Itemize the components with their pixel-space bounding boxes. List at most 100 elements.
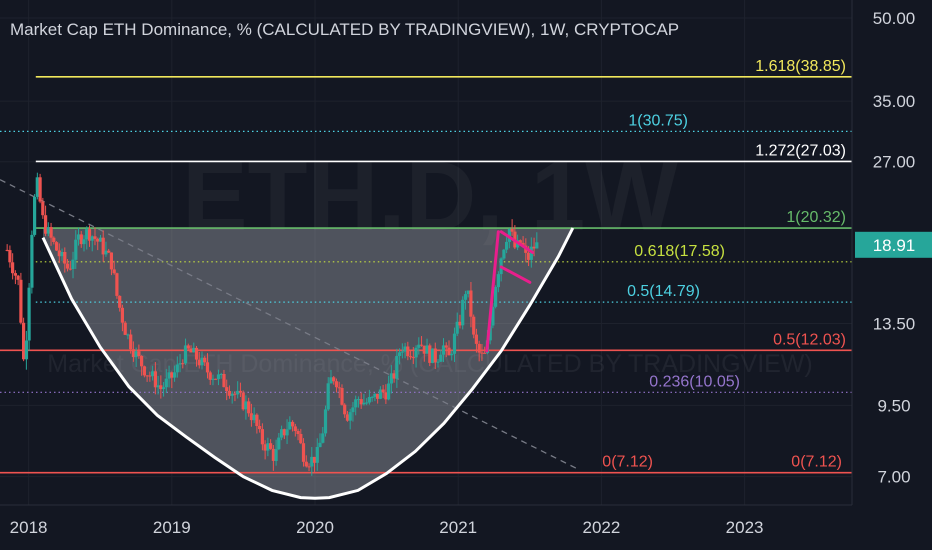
candle-body-5 — [19, 279, 23, 323]
candle-body-158 — [439, 354, 443, 362]
candle-body-133 — [370, 396, 374, 398]
candle-body-36 — [104, 250, 108, 255]
candle-body-107 — [299, 434, 303, 444]
candle-body-123 — [343, 404, 347, 415]
candle-body-92 — [258, 426, 262, 430]
candle-body-68 — [192, 347, 196, 353]
candle-body-71 — [200, 357, 204, 366]
candle-body-90 — [252, 414, 256, 421]
candle-body-34 — [98, 237, 103, 242]
candle-body-143 — [398, 352, 402, 356]
candle-body-135 — [376, 393, 380, 399]
candle-body-115 — [321, 433, 325, 443]
candle-body-122 — [340, 388, 344, 405]
bull-flag-pattern — [485, 230, 535, 353]
candle-body-78 — [219, 374, 223, 375]
candle-body-192 — [532, 246, 536, 249]
candle-body-24 — [71, 259, 75, 269]
candle-body-73 — [205, 362, 210, 373]
candle-body-40 — [115, 273, 119, 296]
candle-body-139 — [387, 383, 391, 400]
candle-body-166 — [461, 299, 465, 326]
candle-body-11 — [35, 177, 39, 197]
candle-body-164 — [455, 321, 459, 334]
cup-fill-area — [43, 228, 573, 499]
current-price-badge — [855, 231, 932, 258]
candle-body-120 — [334, 381, 339, 388]
candle-body-160 — [444, 345, 448, 348]
candle-body-111 — [310, 456, 314, 467]
candle-body-134 — [373, 393, 377, 397]
candle-body-157 — [436, 361, 440, 363]
time-axis-tick-5: 2023 — [726, 518, 764, 537]
candle-body-150 — [417, 344, 421, 348]
candle-body-126 — [351, 407, 355, 413]
trendline-layer — [0, 179, 581, 471]
fib-label-6: 0.5(12.03) — [773, 331, 846, 348]
candle-body-84 — [236, 390, 240, 395]
candle-body-131 — [365, 402, 369, 404]
candle-body-88 — [247, 401, 251, 414]
candle-body-52 — [148, 375, 152, 377]
candle-body-87 — [244, 401, 248, 410]
candle-body-45 — [129, 334, 133, 350]
candle-body-167 — [463, 294, 468, 300]
candle-body-140 — [389, 373, 393, 384]
candle-body-178 — [494, 287, 498, 307]
cup-curve — [41, 227, 575, 500]
candle-body-31 — [90, 236, 94, 241]
candle-body-37 — [107, 250, 111, 253]
candle-body-182 — [505, 241, 509, 250]
candle-body-32 — [93, 236, 97, 239]
candle-body-91 — [255, 414, 259, 426]
candle-body-172 — [477, 343, 481, 353]
time-axis-background — [0, 505, 852, 550]
price-axis-tick-3: 13.50 — [873, 314, 916, 333]
candle-body-190 — [527, 252, 531, 260]
candle-body-20 — [60, 252, 64, 257]
candle-body-79 — [222, 374, 226, 388]
candle-body-154 — [428, 345, 432, 363]
candle-body-95 — [266, 443, 270, 451]
flag-lower-line — [499, 265, 532, 284]
fib-label-5: 0.5(14.79) — [627, 283, 700, 300]
candle-body-151 — [419, 344, 424, 346]
cup-pattern-outline — [41, 227, 575, 500]
candle-body-169 — [469, 290, 473, 317]
candle-body-106 — [296, 431, 300, 434]
candle-body-119 — [332, 377, 336, 382]
price-axis[interactable]: 50.00 35.00 27.00 13.50 9.50 7.00 18.91 — [851, 0, 932, 550]
candle-body-70 — [197, 359, 201, 366]
candle-body-116 — [323, 409, 328, 434]
candle-body-124 — [345, 414, 350, 421]
candle-body-129 — [359, 399, 363, 405]
candle-body-99 — [277, 437, 281, 450]
candle-body-104 — [291, 421, 295, 427]
candle-body-28 — [82, 239, 86, 245]
candle-body-142 — [395, 356, 399, 379]
candle-body-59 — [167, 372, 171, 379]
candle-body-174 — [483, 352, 487, 354]
candle-body-137 — [381, 389, 385, 393]
candle-body-26 — [76, 234, 81, 240]
fib-label-1: 1(30.75) — [628, 112, 688, 129]
candle-body-61 — [173, 372, 177, 378]
fib-label-8: 0(7.12) — [602, 454, 653, 471]
candle-body-193 — [535, 242, 539, 249]
candle-body-82 — [230, 393, 234, 396]
candle-body-10 — [33, 197, 37, 235]
candle-body-7 — [24, 340, 28, 360]
fib-label-7: 0.236(10.05) — [649, 373, 740, 390]
candle-body-3 — [13, 273, 17, 276]
candle-body-168 — [466, 290, 470, 294]
time-axis[interactable]: 2018 2019 2020 2021 2022 2023 — [0, 504, 852, 550]
candle-body-54 — [153, 371, 157, 388]
candle-body-94 — [263, 444, 267, 451]
candle-body-77 — [216, 374, 221, 380]
candle-body-58 — [164, 378, 168, 388]
candles-layer — [5, 172, 539, 476]
chart-title: Market Cap ETH Dominance, % (CALCULATED … — [10, 20, 680, 39]
candle-body-23 — [68, 268, 72, 270]
